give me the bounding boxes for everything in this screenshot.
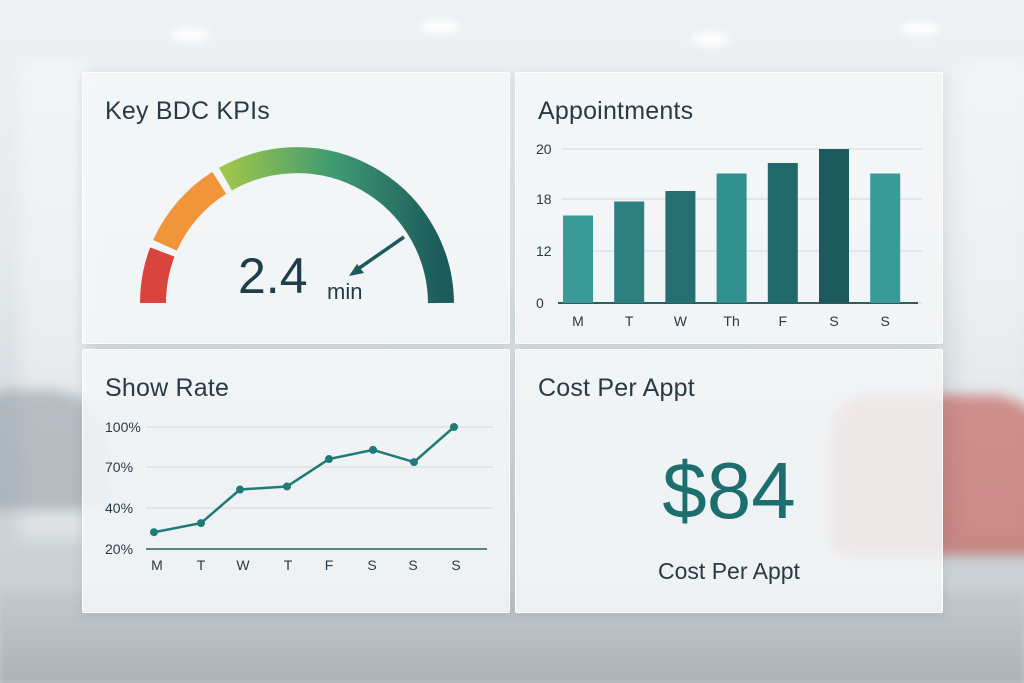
bar: [870, 173, 901, 303]
gauge-needle: [354, 235, 405, 273]
x-tick-label: F: [325, 557, 334, 573]
data-point: [410, 458, 418, 467]
data-point: [236, 485, 244, 494]
y-tick-label: 40%: [105, 500, 133, 516]
gauge-segment-gradient: [219, 147, 454, 304]
panel-title: Key BDC KPIs: [105, 97, 270, 125]
y-tick-label: 100%: [105, 419, 141, 435]
data-point: [450, 423, 458, 431]
x-tick-label: S: [451, 557, 460, 573]
bar: [614, 201, 645, 303]
bar: [819, 149, 849, 303]
gauge-segment-orange: [153, 171, 227, 251]
x-tick-label: W: [674, 313, 688, 329]
bar: [563, 215, 593, 303]
panel-title: Show Rate: [105, 374, 230, 402]
x-tick-label: M: [151, 557, 163, 573]
appointments-bar-chart: 20 18 12 0 M T W Th F S S: [536, 141, 922, 329]
show-rate-panel: Show Rate 100% 70% 40% 20% M T W T F S S S: [82, 349, 510, 613]
cost-label: Cost Per Appt: [658, 558, 800, 584]
bar: [665, 191, 696, 303]
show-rate-line-chart: 100% 70% 40% 20% M T W T F S S S: [105, 419, 493, 573]
kpi-gauge-panel: Key BDC KPIs 2.4 min: [82, 72, 510, 344]
y-tick-label: 20: [536, 141, 552, 157]
y-tick-label: 12: [536, 243, 552, 259]
x-tick-label: T: [284, 557, 293, 573]
x-tick-label: S: [408, 557, 417, 573]
data-point: [283, 482, 291, 491]
gauge-unit: min: [327, 279, 362, 304]
data-point: [197, 519, 205, 528]
gauge: 2.4 min: [139, 147, 454, 304]
gauge-value: 2.4: [238, 248, 308, 304]
data-point: [150, 528, 158, 537]
bar: [767, 163, 798, 303]
cost-value: $84: [662, 446, 796, 535]
x-tick-label: F: [779, 313, 788, 329]
x-tick-label: M: [572, 313, 584, 329]
panel-title: Cost Per Appt: [538, 374, 695, 402]
gauge-needle-head: [349, 264, 364, 276]
x-tick-label: T: [197, 557, 206, 573]
x-tick-label: S: [881, 313, 890, 329]
x-tick-label: T: [625, 313, 634, 329]
x-tick-label: S: [367, 557, 376, 573]
x-tick-label: S: [829, 313, 838, 329]
panel-title: Appointments: [538, 97, 694, 125]
x-tick-label: Th: [723, 313, 739, 329]
y-tick-label: 20%: [105, 541, 133, 557]
data-point: [369, 445, 377, 454]
y-tick-label: 70%: [105, 459, 133, 475]
y-tick-label: 0: [536, 295, 544, 311]
bar: [716, 173, 747, 303]
data-point: [325, 455, 333, 464]
show-rate-series: [153, 426, 455, 534]
x-tick-label: W: [236, 557, 250, 573]
y-tick-label: 18: [536, 191, 552, 207]
cost-per-appt-panel: Cost Per Appt $84 Cost Per Appt: [515, 349, 943, 613]
appointments-panel: Appointments 20 18 12 0 M T W Th F S S: [515, 72, 943, 344]
gauge-segment-red: [139, 247, 175, 304]
